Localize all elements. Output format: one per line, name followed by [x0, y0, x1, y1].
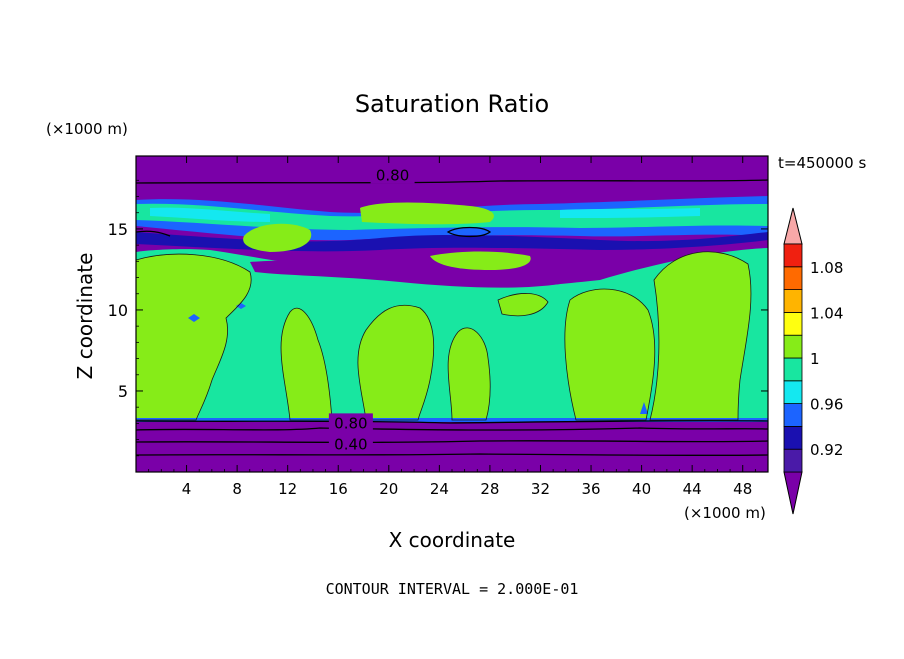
cloud-outline-2	[280, 307, 333, 421]
x-tick-label: 12	[278, 480, 297, 498]
isoline-closed-upper	[446, 226, 492, 238]
x-tick-label: 36	[581, 480, 600, 498]
fill-cloud-lower-2	[281, 308, 332, 420]
y-tick-label: 5	[118, 382, 128, 401]
isoline-0.80-upper	[136, 179, 768, 184]
colorbar-bin	[783, 448, 803, 473]
x-tick-label: 44	[683, 480, 702, 498]
fill-cloud-lower-5	[498, 293, 548, 316]
chart-title: Saturation Ratio	[355, 90, 549, 118]
colorbar-bin	[783, 334, 803, 359]
colorbar-label: 1.04	[810, 304, 843, 322]
isoline-lowest	[136, 453, 768, 457]
colorbar-bin	[783, 266, 803, 290]
y-tick-label: 10	[108, 301, 128, 320]
y-axis-label: Z coordinate	[73, 253, 97, 380]
cloud-outline-7	[649, 251, 752, 421]
isoline-left-edge	[136, 230, 171, 237]
fill-cloud-upper-3	[430, 251, 531, 270]
x-tick-label: 4	[182, 480, 192, 498]
x-tick-label: 20	[379, 480, 398, 498]
x-tick-label: 48	[733, 480, 752, 498]
x-tick-label: 24	[430, 480, 449, 498]
isoline-0.80-lower	[136, 427, 768, 431]
x-tick-label: 16	[329, 480, 348, 498]
x-units-label: (×1000 m)	[684, 504, 766, 522]
colorbar-label: 0.92	[810, 441, 843, 459]
fill-dry-tongue	[250, 260, 560, 288]
fill-cloud-lower-6	[564, 289, 655, 420]
y-units-label: (×1000 m)	[46, 120, 128, 138]
colorbar-label: 1.08	[810, 259, 843, 277]
fill-cloud-upper-2	[243, 223, 312, 252]
time-label: t=450000 s	[778, 154, 866, 172]
cloud-outline-3	[357, 304, 435, 421]
contour-label-1: 0.80	[376, 166, 409, 184]
contour-label-bg-1	[370, 165, 415, 184]
y-tick-label: 15	[108, 220, 128, 239]
colorbar-label: 0.96	[810, 396, 843, 414]
colorbar-bin	[783, 289, 803, 313]
fill-cloud-lower-7	[650, 251, 751, 420]
contour-label-bg-3	[328, 434, 373, 453]
x-tick-label: 8	[232, 480, 242, 498]
contour-label-3: 0.40	[334, 435, 367, 453]
contour-label-2: 0.80	[334, 414, 367, 432]
colorbar-bin	[783, 243, 803, 268]
colorbar: 0.92 0.96 1 1.04 1.08	[783, 207, 843, 515]
colorbar-bin	[783, 357, 803, 382]
isoline-0.40	[136, 440, 768, 444]
fill-cloud-lower-1	[136, 254, 252, 420]
x-axis-label: X coordinate	[389, 528, 516, 552]
contour-fill-layer: 0.80 0.80 0.40	[136, 156, 768, 472]
fill-band-0.98	[150, 207, 700, 222]
isoline-1.00-base	[136, 420, 768, 424]
colorbar-bin	[783, 425, 803, 450]
colorbar-top-arrow	[783, 207, 803, 245]
x-tick-label: 40	[632, 480, 651, 498]
fill-cloud-lower-4	[448, 327, 491, 420]
colorbar-bin	[783, 403, 803, 427]
contour-label-bg-2	[328, 413, 373, 432]
fill-cloud-lower-3	[357, 305, 434, 420]
cloud-outline-4	[447, 327, 491, 421]
fill-cloud-upper-1	[360, 202, 494, 225]
x-tick-label: 28	[480, 480, 499, 498]
cloud-outline-5	[497, 293, 549, 317]
cloud-outline-1	[136, 253, 252, 421]
colorbar-bottom-arrow	[783, 471, 803, 515]
cloud-outline-6	[564, 288, 656, 421]
colorbar-bin	[783, 311, 803, 336]
colorbar-label: 1	[810, 350, 820, 368]
contour-interval-note: CONTOUR INTERVAL = 2.000E-01	[326, 580, 579, 598]
x-tick-label: 32	[531, 480, 550, 498]
colorbar-bin	[783, 380, 803, 404]
